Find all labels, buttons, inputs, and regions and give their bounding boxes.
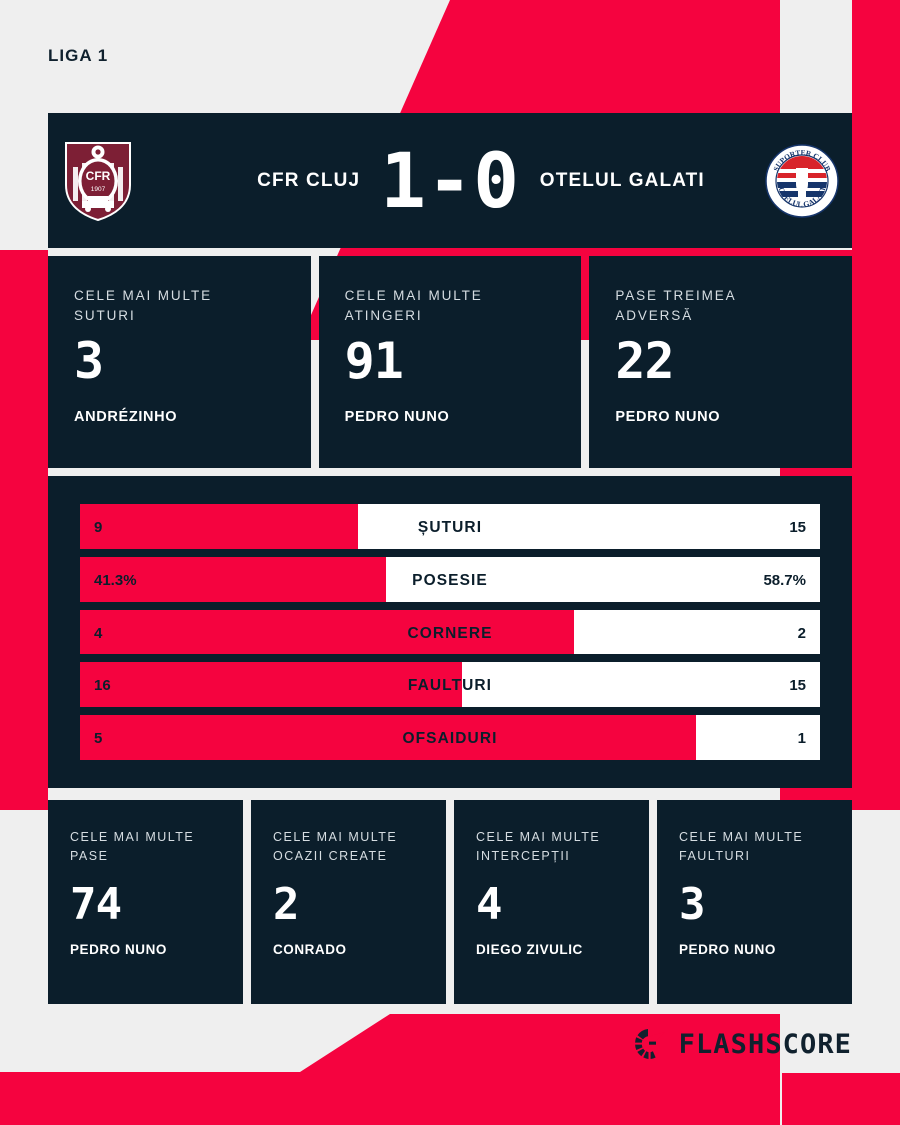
home-crest: CFR 1907: [48, 139, 148, 223]
match-stats-chart: 9 ȘUTURI 15 41.3% POSESIE 58.7% 4 CORNER…: [48, 476, 852, 788]
stat-away-value: 58.7%: [763, 571, 806, 589]
card-player-name: CONRADO: [273, 941, 347, 957]
card-value: 22: [615, 332, 674, 391]
stat-home-value: 5: [94, 730, 103, 748]
stat-away-value: 15: [789, 519, 806, 536]
stat-row: 5 OFSAIDURI 1: [80, 715, 820, 760]
stat-bar-home: [80, 662, 462, 708]
card-player-name: DIEGO ZIVULIC: [476, 941, 583, 957]
bottom-player-cards: CELE MAI MULTE PASE 74 PEDRO NUNO CELE M…: [48, 800, 852, 1004]
stat-away-value: 1: [797, 730, 806, 748]
otelul-galati-crest: SUPORTER CLUB OTELUL GALATI: [765, 143, 839, 218]
stat-bar-away: [385, 556, 820, 602]
stat-label: OFSAIDURI: [402, 730, 498, 748]
player-card-bottom-3: CELE MAI MULTE INTERCEPȚII 4 DIEGO ZIVUL…: [454, 800, 649, 1004]
card-player-name: PEDRO NUNO: [679, 941, 776, 957]
stat-home-value: 41.3%: [94, 571, 137, 589]
card-label: CELE MAI MULTE INTERCEPȚII: [476, 830, 601, 863]
card-label: CELE MAI MULTE OCAZII CREATE: [273, 830, 398, 863]
cfr-cluj-crest: CFR 1907: [65, 141, 131, 221]
stat-bar-home: [80, 504, 358, 549]
red-block-bottom-right: [782, 1073, 900, 1125]
card-player-name: ANDRÉZINHO: [74, 409, 178, 426]
stat-row: 16 FAULTURI 15: [80, 662, 820, 708]
away-crest: SUPORTER CLUB OTELUL GALATI: [752, 142, 852, 220]
stat-away-value: 15: [789, 677, 806, 695]
player-card-top-3: PASE TREIMEA ADVERSĂ 22 PEDRO NUNO: [589, 256, 853, 468]
player-card-top-1: CELE MAI MULTE SUTURI 3 ANDRÉZINHO: [48, 256, 311, 468]
player-card-bottom-4: CELE MAI MULTE FAULTURI 3 PEDRO NUNO: [657, 800, 852, 1004]
stat-row: 4 CORNERE 2: [80, 609, 820, 655]
stat-bar-away: [357, 504, 820, 549]
stat-label: FAULTURI: [407, 677, 493, 695]
red-left-mid: [0, 250, 48, 810]
league-title: LIGA 1: [48, 46, 109, 65]
match-score: 1-0: [380, 135, 520, 225]
flashscore-arc-icon: [634, 1029, 665, 1059]
card-label: CELE MAI MULTE PASE: [70, 830, 195, 863]
card-value: 3: [74, 332, 104, 391]
stat-home-value: 4: [94, 624, 103, 642]
top-player-cards: CELE MAI MULTE SUTURI 3 ANDRÉZINHO CELE …: [48, 256, 853, 468]
card-player-name: PEDRO NUNO: [344, 409, 450, 426]
brand-name: FLASHSCORE: [678, 1028, 852, 1060]
card-player-name: PEDRO NUNO: [615, 409, 721, 426]
card-label: PASE TREIMEA ADVERSĂ: [615, 288, 737, 323]
card-label: CELE MAI MULTE SUTURI: [74, 288, 212, 323]
card-value: 91: [344, 332, 404, 391]
stat-bar-away: [696, 715, 820, 760]
stat-label: ȘUTURI: [417, 519, 483, 536]
svg-text:1907: 1907: [91, 186, 106, 193]
flashscore-brand: FLASHSCORE: [632, 1026, 852, 1062]
card-value: 4: [476, 878, 503, 930]
stat-bar-away: [573, 609, 820, 655]
red-wedge-bottom: [0, 1014, 780, 1125]
card-value: 3: [679, 878, 706, 930]
stat-home-value: 16: [94, 677, 111, 695]
card-value: 2: [273, 878, 300, 930]
stat-row: 9 ȘUTURI 15: [80, 504, 820, 549]
player-card-top-2: CELE MAI MULTE ATINGERI 91 PEDRO NUNO: [318, 256, 582, 468]
stat-bar-home: [80, 556, 386, 602]
stat-bar-away: [461, 662, 820, 708]
card-label: CELE MAI MULTE ATINGERI: [344, 288, 483, 323]
player-card-bottom-1: CELE MAI MULTE PASE 74 PEDRO NUNO: [48, 800, 243, 1004]
match-header: CFR 1907 CFR CLUJ 1-0 OTELUL GALATI: [48, 113, 852, 248]
away-team-name: OTELUL GALATI: [539, 169, 705, 191]
card-value: 74: [70, 878, 122, 930]
stat-label: CORNERE: [407, 624, 493, 642]
card-label: CELE MAI MULTE FAULTURI: [679, 830, 804, 863]
card-player-name: PEDRO NUNO: [70, 941, 167, 957]
stat-home-value: 9: [94, 519, 103, 536]
stat-bar-home: [80, 609, 574, 655]
stat-away-value: 2: [797, 624, 806, 642]
home-team-name: CFR CLUJ: [257, 169, 361, 191]
stat-row: 41.3% POSESIE 58.7%: [80, 556, 820, 602]
stat-bar-home: [80, 715, 697, 760]
svg-text:CFR: CFR: [86, 169, 111, 183]
stat-label: POSESIE: [412, 571, 488, 589]
player-card-bottom-2: CELE MAI MULTE OCAZII CREATE 2 CONRADO: [251, 800, 446, 1004]
red-band-far-right: [852, 0, 900, 250]
